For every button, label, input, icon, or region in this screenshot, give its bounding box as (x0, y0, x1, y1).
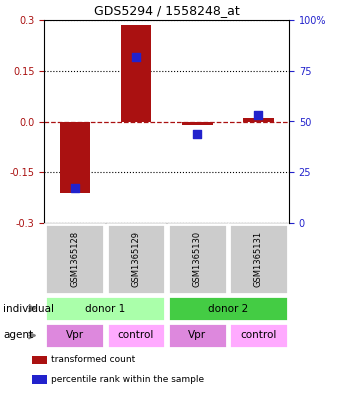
Bar (168, 296, 288, 321)
Bar (32, 375, 47, 384)
Point (256, 112, 261, 119)
Text: donor 1: donor 1 (85, 303, 125, 314)
Bar (46, 296, 165, 321)
Bar (46, 323, 104, 348)
Bar (59, 121, 90, 193)
Point (72, 185, 78, 192)
Point (194, 130, 200, 137)
Text: GSM1365129: GSM1365129 (132, 231, 140, 287)
Text: individual: individual (3, 303, 54, 314)
Text: GSM1365131: GSM1365131 (254, 231, 263, 287)
Title: GDS5294 / 1558248_at: GDS5294 / 1558248_at (94, 4, 239, 17)
Text: GSM1365130: GSM1365130 (193, 231, 202, 287)
Bar (168, 224, 226, 294)
Point (133, 53, 139, 60)
Text: control: control (118, 331, 154, 340)
Text: agent: agent (3, 331, 34, 340)
Bar (229, 323, 288, 348)
Bar (229, 224, 288, 294)
Bar (121, 25, 151, 121)
Text: Vpr: Vpr (188, 331, 206, 340)
Bar (107, 323, 165, 348)
Text: percentile rank within the sample: percentile rank within the sample (51, 375, 204, 384)
Text: transformed count: transformed count (51, 356, 135, 364)
Bar (32, 356, 47, 364)
Text: donor 2: donor 2 (208, 303, 248, 314)
Bar (182, 121, 212, 125)
Bar (243, 118, 274, 121)
Bar (107, 224, 165, 294)
Text: GSM1365128: GSM1365128 (70, 231, 79, 287)
Text: control: control (240, 331, 276, 340)
Text: Vpr: Vpr (66, 331, 84, 340)
Bar (168, 323, 226, 348)
Bar (46, 224, 104, 294)
